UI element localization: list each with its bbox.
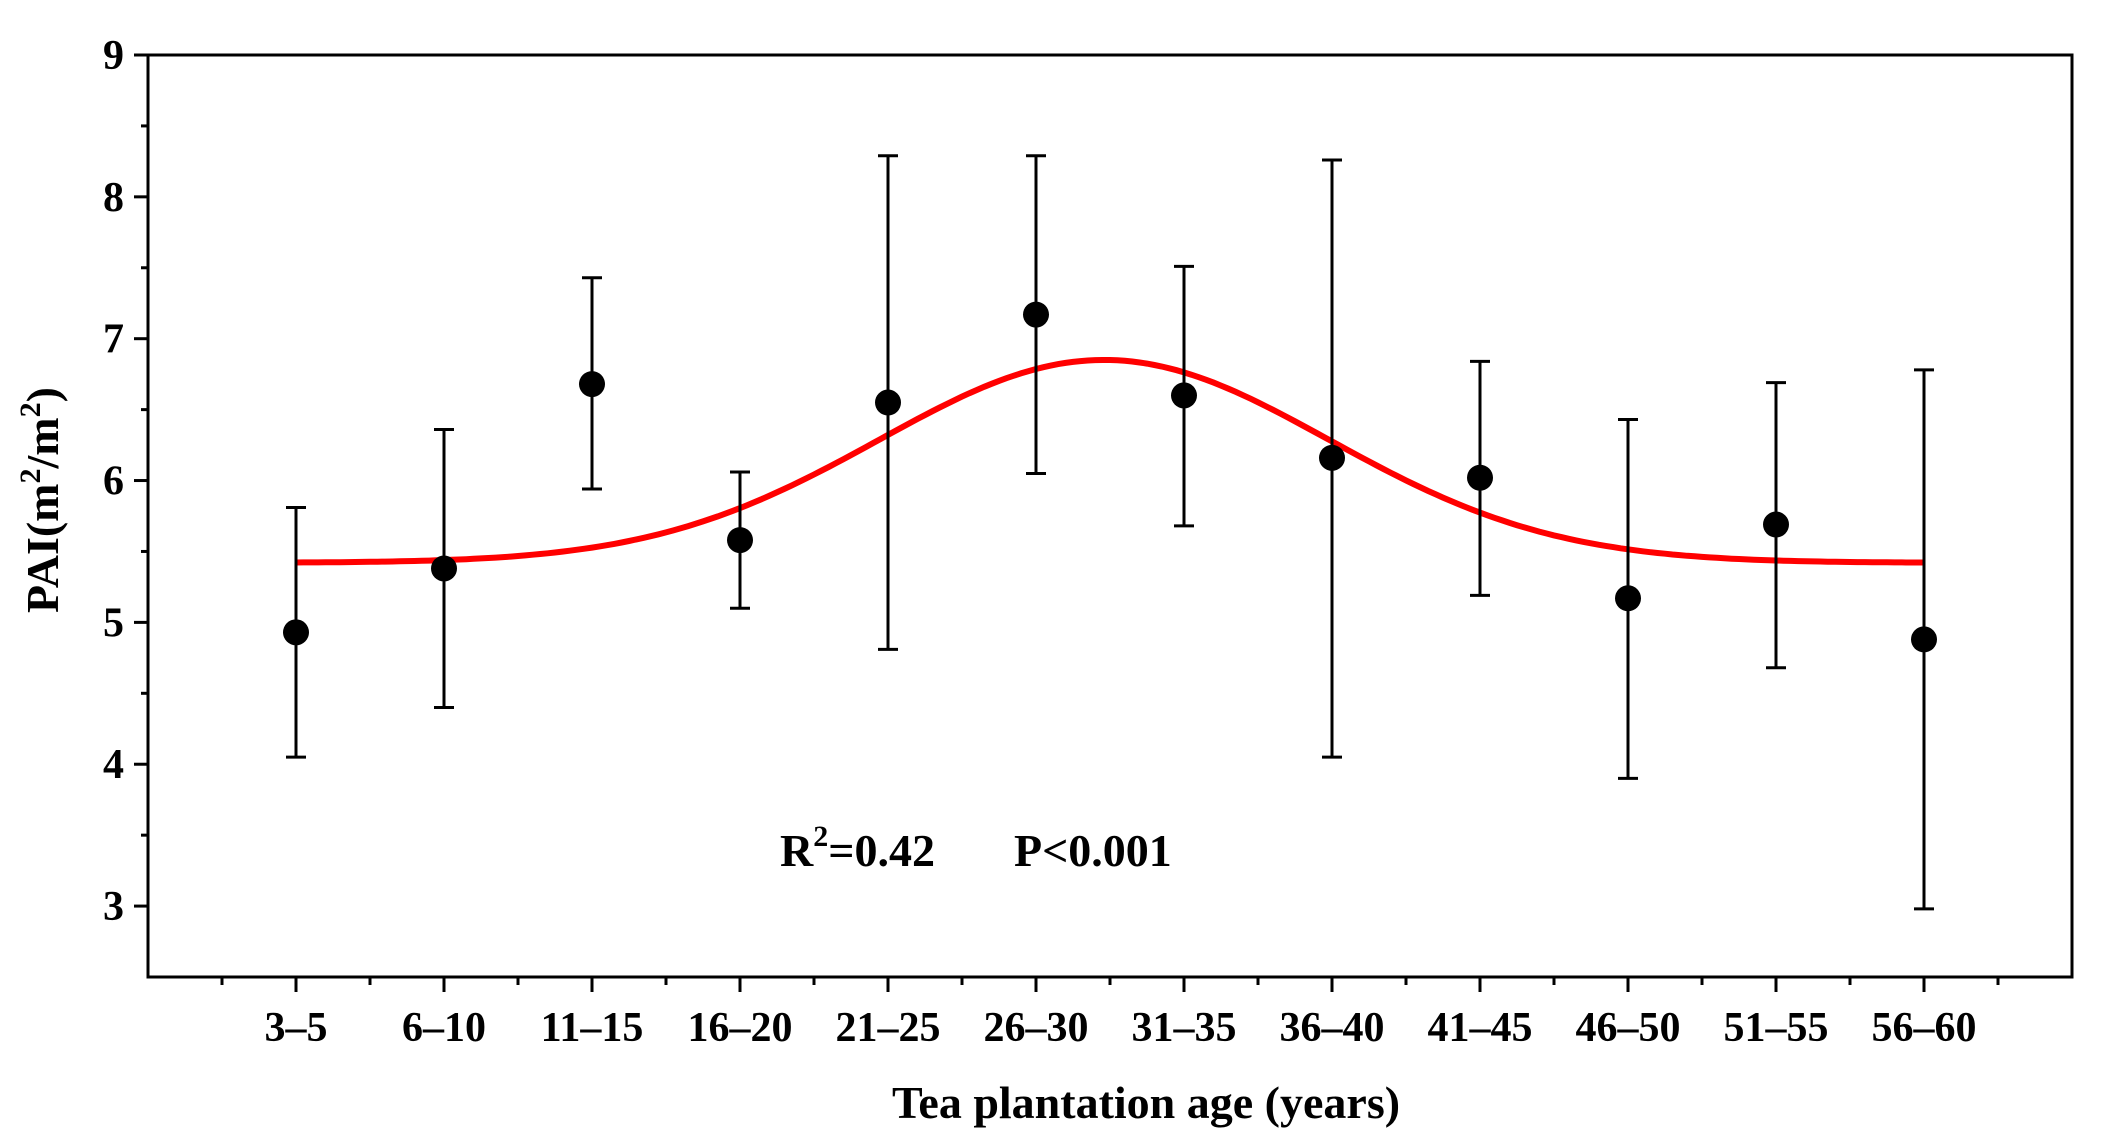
x-tick-label: 16–20 (688, 1005, 793, 1051)
data-point (727, 527, 753, 554)
p-value-annotation: P<0.001 (1014, 825, 1172, 876)
x-tick-label: 31–35 (1132, 1005, 1237, 1051)
data-point (579, 371, 605, 398)
data-point (1763, 511, 1789, 538)
data-point (1171, 382, 1197, 409)
x-tick-label: 11–15 (541, 1005, 644, 1051)
y-tick-label: 5 (103, 600, 124, 646)
x-axis-title: Tea plantation age (years) (892, 1077, 1400, 1128)
x-axis-ticks: 3–5 6–10 11–15 16–20 21–25 26–30 31–35 36–40 41–… (220, 977, 2000, 1051)
data-point (1911, 626, 1937, 653)
y-tick-label: 7 (103, 317, 124, 363)
x-tick-label: 3–5 (265, 1005, 328, 1051)
error-bars (286, 154, 1934, 911)
x-tick-label: 26–30 (984, 1005, 1089, 1051)
data-points (283, 301, 1937, 653)
data-point (1023, 301, 1049, 328)
data-point (431, 555, 457, 582)
x-tick-label: 36–40 (1280, 1005, 1385, 1051)
y-axis-ticks: 3 4 5 6 7 8 9 (103, 33, 148, 930)
x-tick-label: 46–50 (1576, 1005, 1681, 1051)
y-tick-label: 8 (103, 175, 124, 221)
y-tick-label: 4 (103, 742, 124, 788)
data-point (1319, 444, 1345, 471)
data-point (1467, 464, 1493, 491)
y-tick-label: 3 (103, 884, 124, 930)
y-axis-title: PAI(m2/m2) (14, 387, 68, 613)
data-point (1615, 585, 1641, 612)
x-tick-label: 51–55 (1724, 1005, 1829, 1051)
y-tick-label: 9 (103, 33, 124, 79)
r-squared-annotation: R2=0.42 (780, 820, 935, 876)
data-point (875, 389, 901, 416)
x-tick-label: 56–60 (1872, 1005, 1977, 1051)
gaussian-fit-curve (295, 357, 1924, 566)
x-tick-label: 6–10 (402, 1005, 486, 1051)
x-tick-label: 41–45 (1428, 1005, 1533, 1051)
y-tick-label: 6 (103, 459, 124, 505)
x-tick-label: 21–25 (836, 1005, 941, 1051)
data-point (283, 619, 309, 646)
